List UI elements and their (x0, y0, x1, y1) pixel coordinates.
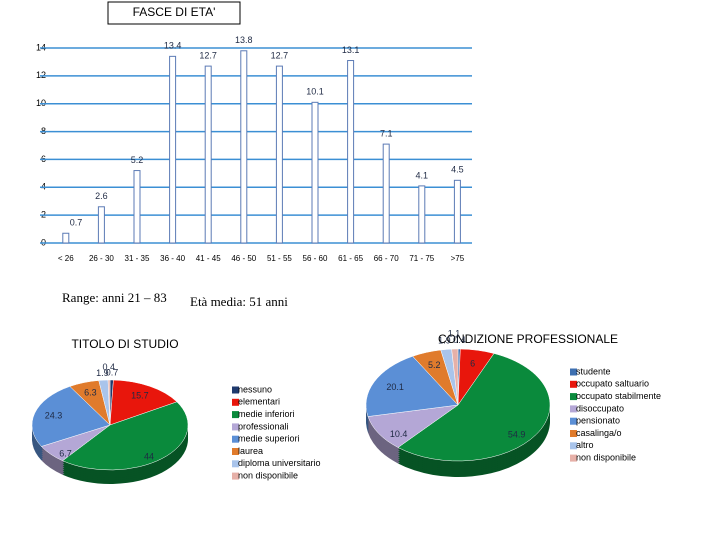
x-tick-label: 66 - 70 (374, 254, 399, 263)
data-label: 13.4 (164, 41, 182, 51)
bar (275, 65, 283, 244)
legend-swatch (570, 405, 577, 413)
x-tick-label: 36 - 40 (160, 254, 185, 263)
data-label: 12.7 (271, 50, 289, 60)
bar (240, 50, 248, 244)
legend-swatch (570, 454, 577, 462)
data-label: 4.1 (416, 170, 429, 180)
slice-label: 1.9 (438, 336, 451, 346)
bar (418, 185, 426, 244)
pie-title: CONDIZIONE PROFESSIONALE (438, 332, 618, 346)
legend-label: studente (576, 366, 611, 376)
slice-label: 6.3 (84, 388, 97, 398)
slice-label: 10.4 (390, 429, 408, 439)
bar (382, 143, 390, 244)
x-tick-label: 56 - 60 (303, 254, 328, 263)
slice-label: 44 (144, 452, 154, 462)
bar (347, 60, 355, 244)
legend-label: medie superiori (238, 434, 300, 444)
x-tick-label: >75 (451, 254, 465, 263)
legend-label: professionali (238, 421, 289, 431)
x-tick-label: 26 - 30 (89, 254, 114, 263)
data-label: 13.1 (342, 45, 360, 55)
bar (62, 232, 70, 244)
legend-label: laurea (238, 446, 263, 456)
slice-label: 1.9 (96, 368, 109, 378)
slice (397, 353, 551, 462)
x-tick-label: 31 - 35 (125, 254, 150, 263)
legend-swatch (232, 435, 239, 443)
slice-label: 5.2 (428, 360, 441, 370)
slice-label: 6.7 (59, 448, 72, 458)
data-label: 4.5 (451, 165, 464, 175)
pie-title: TITOLO DI STUDIO (71, 337, 178, 351)
legend-label: occupato stabilmente (576, 391, 661, 401)
legend-swatch (232, 411, 239, 419)
legend-swatch (232, 423, 239, 431)
legend-swatch (570, 417, 577, 425)
legend-label: pensionato (576, 416, 620, 426)
slice-label: 0.4 (102, 362, 115, 372)
slice (365, 355, 459, 417)
legend-swatch (570, 430, 577, 437)
x-tick-label: < 26 (58, 254, 74, 263)
slice-label: 54.9 (508, 430, 526, 440)
legend-swatch (570, 380, 577, 388)
legend-label: non disponibile (576, 452, 636, 462)
slice (107, 379, 111, 426)
data-label: 10.1 (306, 87, 324, 97)
slice (451, 348, 459, 406)
data-label: 2.6 (95, 191, 108, 201)
bar (169, 55, 177, 244)
x-tick-label: 51 - 55 (267, 254, 292, 263)
legend-swatch (232, 448, 239, 455)
slice-label: 0.4 (453, 335, 466, 345)
legend-label: casalinga/o (576, 428, 622, 438)
slice-label: 20.1 (386, 382, 404, 392)
chart-title: FASCE DI ETA' (133, 5, 216, 19)
slice-label: 0.7 (106, 368, 119, 378)
legend-swatch (232, 386, 239, 394)
legend-swatch (232, 472, 239, 480)
bar (133, 170, 141, 244)
slice (31, 386, 111, 447)
slice (62, 401, 189, 471)
x-tick-label: 41 - 45 (196, 254, 221, 263)
legend-label: disoccupato (576, 403, 624, 413)
legend-swatch (232, 398, 239, 406)
bar (97, 206, 105, 244)
bar (204, 65, 212, 244)
data-label: 13.8 (235, 35, 253, 45)
slice-label: 1.1 (448, 328, 461, 338)
annotation: Età media: 51 anni (190, 294, 288, 309)
legend-swatch (570, 442, 577, 450)
legend-swatch (570, 368, 577, 376)
data-label: 12.7 (199, 50, 217, 60)
annotation: Range: anni 21 – 83 (62, 290, 167, 305)
bar (453, 179, 461, 244)
data-label: 5.2 (131, 155, 144, 165)
x-tick-label: 71 - 75 (409, 254, 434, 263)
title-box (107, 1, 241, 25)
x-tick-label: 46 - 50 (231, 254, 256, 263)
x-tick-label: 61 - 65 (338, 254, 363, 263)
legend-label: nessuno (238, 384, 272, 394)
slice-label: 15.7 (131, 390, 149, 400)
legend-swatch (232, 460, 239, 468)
slice-label: 24.3 (45, 410, 63, 420)
legend-label: elementari (238, 397, 280, 407)
slice-label: 6 (470, 358, 475, 368)
legend-label: non disponibile (238, 470, 298, 480)
legend-swatch (570, 393, 577, 401)
legend-label: medie inferiori (238, 409, 295, 419)
legend-label: occupato saltuario (576, 379, 649, 389)
data-label: 0.7 (70, 218, 83, 228)
data-label: 7.1 (380, 128, 393, 138)
slice (109, 379, 178, 426)
bar (311, 101, 319, 244)
legend-label: diploma universitario (238, 458, 321, 468)
legend-label: altro (576, 440, 594, 450)
